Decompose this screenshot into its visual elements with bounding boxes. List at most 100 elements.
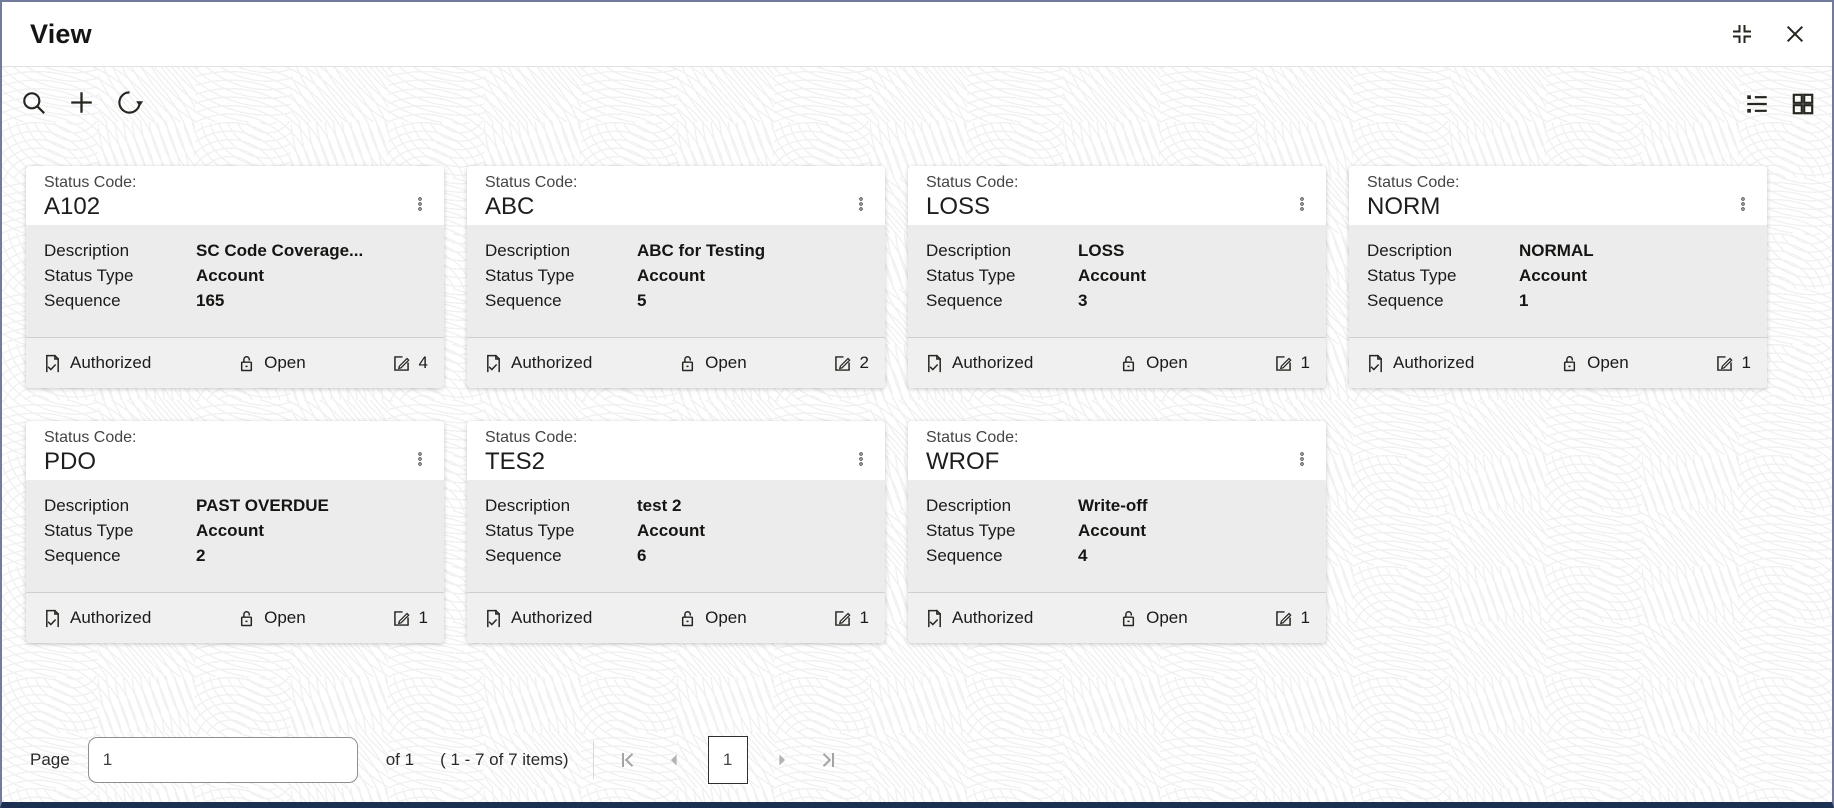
status-card[interactable]: Status Code: TES2 Description test 2 Stat…: [467, 421, 885, 643]
field-value: 1: [1519, 291, 1529, 310]
open-label: Open: [1587, 353, 1629, 372]
unlock-icon: [236, 353, 257, 374]
modification-count: 1: [1273, 353, 1310, 374]
field-value: Account: [196, 266, 264, 285]
search-button[interactable]: [20, 89, 47, 116]
current-page-button[interactable]: 1: [707, 736, 748, 784]
modification-count: 1: [1714, 353, 1751, 374]
authorized-label: Authorized: [952, 608, 1034, 627]
status-code-label: Status Code:: [44, 429, 137, 446]
status-code-value: NORM: [1367, 193, 1441, 221]
field-label: Status Type: [44, 521, 134, 540]
field-value: 3: [1078, 291, 1088, 310]
authorized-label: Authorized: [511, 608, 593, 627]
card-body: Description test 2 Status Type Account Seq…: [467, 480, 885, 592]
modification-count: 1: [1273, 608, 1310, 629]
toolbar-left: [20, 88, 143, 117]
status-code-label: Status Code:: [485, 429, 578, 446]
add-icon: [71, 92, 92, 113]
card-footer: Authorized Open 4: [26, 338, 444, 388]
unlock-icon: [1118, 608, 1139, 629]
edit-count-icon: [832, 353, 853, 374]
card-kebab-menu-button[interactable]: [406, 442, 434, 476]
card-header: Status Code: PDO: [26, 421, 444, 480]
add-button[interactable]: [67, 88, 96, 117]
field-label: Description: [44, 496, 130, 515]
field-label: Sequence: [1367, 291, 1444, 310]
content-area: Status Code: A102 Description SC Code Cov…: [2, 67, 1832, 802]
status-code-value: LOSS: [926, 193, 991, 221]
first-page-icon: [621, 753, 633, 767]
count-value: 4: [418, 353, 428, 372]
status-card[interactable]: Status Code: ABC Description ABC for Test…: [467, 166, 885, 388]
last-page-button[interactable]: [816, 748, 840, 772]
authorized-doc-icon: [483, 353, 504, 374]
modification-count: 4: [391, 353, 428, 374]
authorized-status: Authorized: [42, 608, 151, 629]
card-kebab-menu-button[interactable]: [406, 187, 434, 221]
card-body: Description PAST OVERDUE Status Type Accou…: [26, 480, 444, 592]
authorized-doc-icon: [42, 353, 63, 374]
status-card[interactable]: Status Code: PDO Description PAST OVERDUE…: [26, 421, 444, 643]
field-value: 5: [637, 291, 647, 310]
record-status: Open: [236, 608, 306, 629]
field-label: Description: [926, 241, 1012, 260]
kebab-icon: [412, 192, 428, 216]
prev-page-icon: [670, 754, 677, 766]
count-value: 1: [1741, 353, 1751, 372]
field-label: Sequence: [44, 291, 121, 310]
close-button[interactable]: [1784, 23, 1806, 45]
field-value: Account: [196, 521, 264, 540]
record-status: Open: [1118, 608, 1188, 629]
card-footer: Authorized Open 1: [908, 338, 1326, 388]
grid-view-button[interactable]: [1790, 91, 1816, 117]
page-input[interactable]: [87, 737, 358, 783]
pager-controls: 1: [616, 736, 840, 784]
status-card[interactable]: Status Code: WROF Description Write-off S…: [908, 421, 1326, 643]
card-kebab-menu-button[interactable]: [1288, 187, 1316, 221]
next-page-button[interactable]: [770, 748, 794, 772]
card-header: Status Code: A102: [26, 166, 444, 225]
first-page-button[interactable]: [616, 748, 640, 772]
status-card[interactable]: Status Code: NORM Description NORMAL Stat…: [1349, 166, 1767, 388]
field-value: Account: [1078, 266, 1146, 285]
field-label: Description: [485, 496, 571, 515]
field-label: Sequence: [926, 291, 1003, 310]
prev-page-button[interactable]: [662, 748, 686, 772]
refresh-button[interactable]: [116, 89, 143, 116]
status-code-value: ABC: [485, 193, 535, 221]
record-status: Open: [236, 353, 306, 374]
kebab-icon: [1294, 447, 1310, 471]
list-view-button[interactable]: [1744, 91, 1770, 117]
status-card[interactable]: Status Code: A102 Description SC Code Cov…: [26, 166, 444, 388]
card-kebab-menu-button[interactable]: [847, 442, 875, 476]
list-view-icon: [1747, 95, 1767, 113]
field-label: Status Type: [485, 266, 575, 285]
field-label: Description: [926, 496, 1012, 515]
open-label: Open: [264, 353, 306, 372]
card-kebab-menu-button[interactable]: [1288, 442, 1316, 476]
field-value: ABC for Testing: [637, 241, 766, 260]
titlebar: View: [2, 2, 1832, 67]
kebab-icon: [1294, 192, 1310, 216]
collapse-button[interactable]: [1730, 22, 1754, 46]
field-value: SC Code Coverage...: [196, 241, 364, 260]
authorized-status: Authorized: [483, 608, 592, 629]
authorized-doc-icon: [483, 608, 504, 629]
unlock-icon: [677, 608, 698, 629]
field-value: PAST OVERDUE: [196, 496, 329, 515]
edit-count-icon: [1714, 353, 1735, 374]
page-title: View: [30, 18, 92, 49]
authorized-label: Authorized: [511, 353, 593, 372]
modification-count: 1: [391, 608, 428, 629]
card-header: Status Code: ABC: [467, 166, 885, 225]
authorized-doc-icon: [924, 353, 945, 374]
kebab-icon: [1735, 192, 1751, 216]
card-body: Description Write-off Status Type Account …: [908, 480, 1326, 592]
card-kebab-menu-button[interactable]: [847, 187, 875, 221]
last-page-icon: [822, 753, 834, 767]
refresh-icon: [118, 91, 143, 114]
card-divider: [908, 592, 1326, 593]
card-kebab-menu-button[interactable]: [1729, 187, 1757, 221]
status-card[interactable]: Status Code: LOSS Description LOSS Status…: [908, 166, 1326, 388]
